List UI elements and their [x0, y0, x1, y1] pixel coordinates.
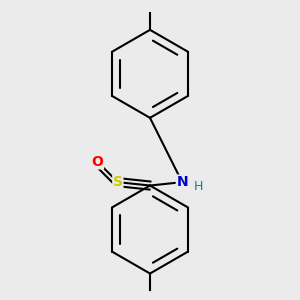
Text: N: N	[176, 175, 188, 189]
Text: S: S	[113, 175, 123, 189]
Text: H: H	[194, 180, 203, 193]
Text: O: O	[92, 155, 104, 169]
